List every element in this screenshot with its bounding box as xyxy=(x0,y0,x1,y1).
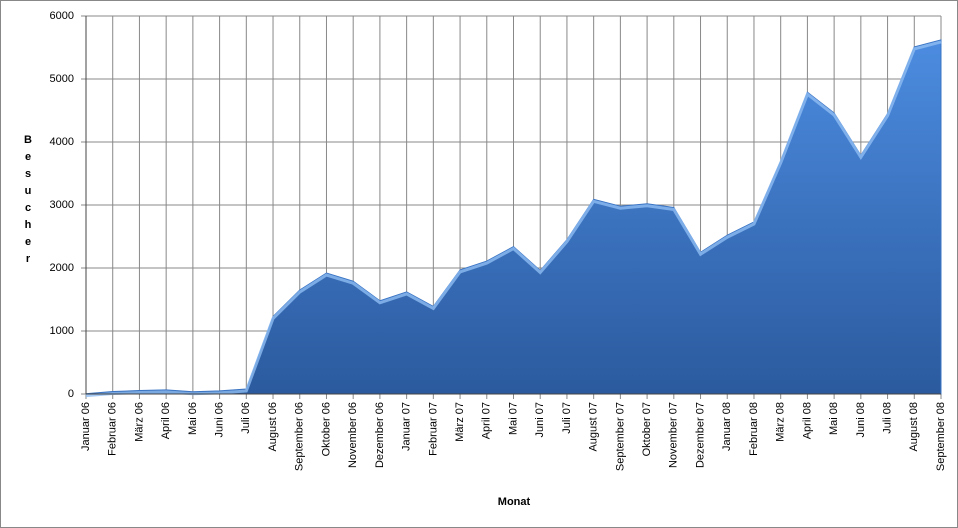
y-tick-label: 6000 xyxy=(50,10,74,22)
x-tick-label: Juli 06 xyxy=(240,402,252,434)
x-tick-label: Juli 08 xyxy=(881,402,893,434)
y-tick-label: 5000 xyxy=(50,73,74,85)
x-tick-label: März 07 xyxy=(454,402,466,442)
x-tick-label: Januar 07 xyxy=(401,402,413,451)
x-tick-label: Januar 08 xyxy=(721,402,733,451)
x-tick-label: März 06 xyxy=(133,402,145,442)
y-tick-label: 3000 xyxy=(50,199,74,211)
x-tick-label: November 06 xyxy=(347,402,359,468)
x-tick-label: Juni 07 xyxy=(534,402,546,437)
x-tick-label: Oktober 06 xyxy=(320,402,332,456)
y-tick-label: 2000 xyxy=(50,262,74,274)
x-tick-label: Mai 07 xyxy=(507,402,519,435)
x-tick-label: April 08 xyxy=(801,402,813,439)
x-tick-label: August 07 xyxy=(588,402,600,452)
x-tick-label: April 07 xyxy=(481,402,493,439)
y-tick-label: 4000 xyxy=(50,136,74,148)
y-axis-title: Besucher xyxy=(22,134,34,270)
x-tick-label: Juni 08 xyxy=(855,402,867,437)
x-tick-label: Mai 06 xyxy=(187,402,199,435)
x-tick-label: September 08 xyxy=(935,402,947,471)
x-tick-label: Dezember 07 xyxy=(694,402,706,468)
x-tick-label: April 06 xyxy=(160,402,172,439)
x-tick-label: Januar 06 xyxy=(80,402,92,451)
x-tick-label: Dezember 06 xyxy=(374,402,386,468)
x-tick-label: Juli 07 xyxy=(561,402,573,434)
y-tick-label: 0 xyxy=(68,388,74,400)
x-tick-label: Februar 06 xyxy=(107,402,119,456)
x-tick-label: Februar 08 xyxy=(748,402,760,456)
x-tick-label: Juni 06 xyxy=(214,402,226,437)
x-tick-label: September 07 xyxy=(614,402,626,471)
x-tick-label: November 07 xyxy=(668,402,680,468)
x-tick-label: Februar 07 xyxy=(427,402,439,456)
x-axis-title: Monat xyxy=(498,496,531,508)
x-tick-label: Oktober 07 xyxy=(641,402,653,456)
x-tick-label: Mai 08 xyxy=(828,402,840,435)
area-highlight xyxy=(85,40,942,398)
y-tick-label: 1000 xyxy=(50,325,74,337)
x-tick-label: März 08 xyxy=(775,402,787,442)
x-tick-label: August 08 xyxy=(908,402,920,452)
x-tick-label: September 06 xyxy=(294,402,306,471)
x-tick-label: August 06 xyxy=(267,402,279,452)
